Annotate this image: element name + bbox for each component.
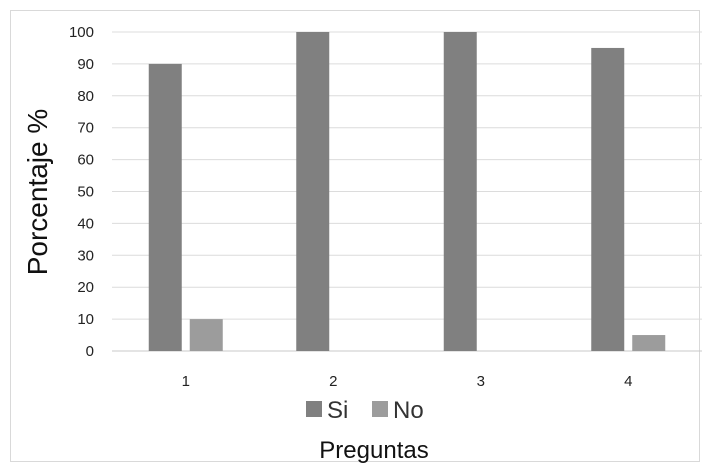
- y-tick-label: 80: [77, 88, 94, 105]
- bar-no-1: [189, 319, 223, 351]
- bars: [148, 32, 666, 352]
- y-tick-label: 30: [77, 247, 94, 264]
- y-tick-label: 60: [77, 152, 94, 169]
- y-tick-label: 0: [86, 343, 94, 360]
- x-tick-label: 4: [624, 373, 632, 390]
- legend-swatch-no: [372, 401, 388, 417]
- y-tick-label: 100: [69, 24, 94, 41]
- y-tick-label: 40: [77, 215, 94, 232]
- x-tick-label: 1: [182, 373, 190, 390]
- y-tick-label: 70: [77, 120, 94, 137]
- bar-si-2: [296, 32, 330, 351]
- y-tick-label: 20: [77, 279, 94, 296]
- bar-si-1: [148, 63, 182, 352]
- x-axis-ticks: 1 2 3 4: [182, 373, 633, 390]
- x-tick-label: 3: [477, 373, 485, 390]
- bar-si-3: [443, 32, 477, 351]
- y-axis-label: Porcentaje %: [22, 109, 53, 276]
- legend-label-si: Si: [327, 397, 348, 424]
- chart-frame: [10, 10, 700, 462]
- bar-no-4: [632, 335, 666, 351]
- legend: Si No: [306, 397, 424, 424]
- y-tick-label: 10: [77, 311, 94, 328]
- y-axis-ticks: 0 10 20 30 40 50 60 70 80 90 100: [69, 24, 94, 360]
- bar-si-4: [591, 47, 625, 351]
- y-tick-label: 50: [77, 184, 94, 201]
- y-tick-label: 90: [77, 56, 94, 73]
- legend-swatch-si: [306, 401, 322, 417]
- x-axis-label: Preguntas: [319, 437, 428, 464]
- x-tick-label: 2: [329, 373, 337, 390]
- legend-label-no: No: [393, 397, 424, 424]
